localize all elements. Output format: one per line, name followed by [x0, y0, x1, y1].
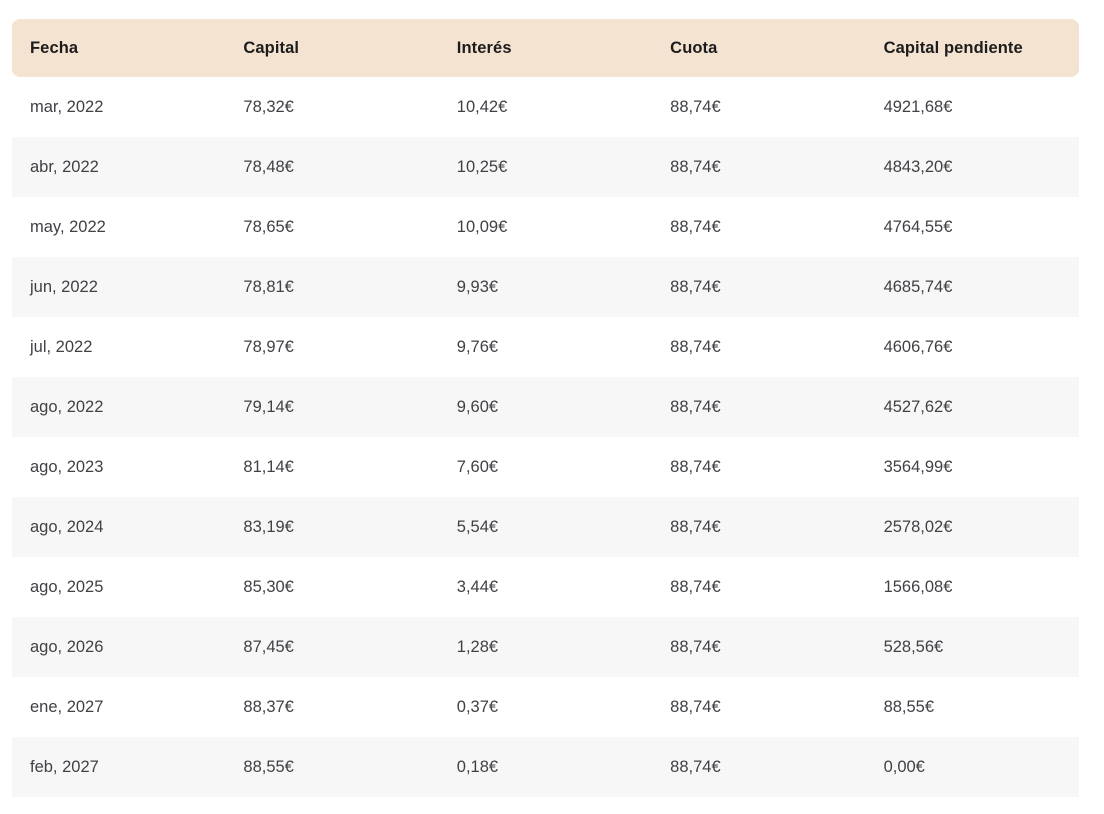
table-row: ago, 2025 85,30€ 3,44€ 88,74€ 1566,08€: [12, 557, 1079, 617]
table-row: ene, 2027 88,37€ 0,37€ 88,74€ 88,55€: [12, 677, 1079, 737]
cell-fecha: ago, 2026: [12, 617, 226, 677]
cell-capital-pendiente: 0,00€: [865, 737, 1079, 797]
cell-capital: 83,19€: [225, 497, 439, 557]
cell-cuota: 88,74€: [652, 497, 866, 557]
cell-capital: 87,45€: [225, 617, 439, 677]
cell-fecha: ago, 2024: [12, 497, 226, 557]
cell-interes: 10,42€: [438, 77, 653, 137]
cell-cuota: 88,74€: [652, 617, 866, 677]
column-header-fecha: Fecha: [12, 19, 226, 77]
cell-fecha: abr, 2022: [12, 137, 226, 197]
cell-fecha: ene, 2027: [12, 677, 226, 737]
cell-interes: 0,18€: [438, 737, 653, 797]
cell-capital: 78,32€: [225, 77, 439, 137]
table-row: may, 2022 78,65€ 10,09€ 88,74€ 4764,55€: [12, 197, 1079, 257]
cell-capital: 81,14€: [225, 437, 439, 497]
cell-capital-pendiente: 4764,55€: [865, 197, 1079, 257]
cell-capital-pendiente: 1566,08€: [865, 557, 1079, 617]
amortization-table: Fecha Capital Interés Cuota Capital pend…: [12, 19, 1079, 797]
cell-fecha: feb, 2027: [12, 737, 226, 797]
cell-fecha: ago, 2023: [12, 437, 226, 497]
cell-interes: 1,28€: [438, 617, 653, 677]
cell-cuota: 88,74€: [652, 437, 866, 497]
cell-capital: 78,48€: [225, 137, 439, 197]
cell-capital-pendiente: 4843,20€: [865, 137, 1079, 197]
cell-capital: 79,14€: [225, 377, 439, 437]
table-row: ago, 2022 79,14€ 9,60€ 88,74€ 4527,62€: [12, 377, 1079, 437]
column-header-interes: Interés: [438, 19, 653, 77]
cell-cuota: 88,74€: [652, 677, 866, 737]
amortization-table-container: Fecha Capital Interés Cuota Capital pend…: [12, 19, 1079, 797]
cell-capital: 78,81€: [225, 257, 439, 317]
column-header-capital: Capital: [225, 19, 439, 77]
cell-interes: 7,60€: [438, 437, 653, 497]
cell-capital-pendiente: 88,55€: [865, 677, 1079, 737]
table-row: feb, 2027 88,55€ 0,18€ 88,74€ 0,00€: [12, 737, 1079, 797]
cell-interes: 9,60€: [438, 377, 653, 437]
cell-fecha: jun, 2022: [12, 257, 226, 317]
table-row: jul, 2022 78,97€ 9,76€ 88,74€ 4606,76€: [12, 317, 1079, 377]
cell-interes: 10,09€: [438, 197, 653, 257]
cell-capital-pendiente: 2578,02€: [865, 497, 1079, 557]
cell-capital-pendiente: 4527,62€: [865, 377, 1079, 437]
table-row: ago, 2023 81,14€ 7,60€ 88,74€ 3564,99€: [12, 437, 1079, 497]
cell-cuota: 88,74€: [652, 317, 866, 377]
cell-capital-pendiente: 3564,99€: [865, 437, 1079, 497]
cell-cuota: 88,74€: [652, 377, 866, 437]
cell-cuota: 88,74€: [652, 257, 866, 317]
cell-interes: 3,44€: [438, 557, 653, 617]
cell-fecha: mar, 2022: [12, 77, 226, 137]
cell-capital-pendiente: 528,56€: [865, 617, 1079, 677]
cell-interes: 10,25€: [438, 137, 653, 197]
cell-interes: 0,37€: [438, 677, 653, 737]
cell-capital: 78,97€: [225, 317, 439, 377]
table-row: jun, 2022 78,81€ 9,93€ 88,74€ 4685,74€: [12, 257, 1079, 317]
table-row: mar, 2022 78,32€ 10,42€ 88,74€ 4921,68€: [12, 77, 1079, 137]
table-row: ago, 2026 87,45€ 1,28€ 88,74€ 528,56€: [12, 617, 1079, 677]
cell-cuota: 88,74€: [652, 137, 866, 197]
cell-cuota: 88,74€: [652, 77, 866, 137]
table-row: abr, 2022 78,48€ 10,25€ 88,74€ 4843,20€: [12, 137, 1079, 197]
cell-fecha: ago, 2025: [12, 557, 226, 617]
cell-fecha: may, 2022: [12, 197, 226, 257]
cell-cuota: 88,74€: [652, 557, 866, 617]
table-header-row: Fecha Capital Interés Cuota Capital pend…: [12, 19, 1079, 77]
cell-capital-pendiente: 4606,76€: [865, 317, 1079, 377]
column-header-cuota: Cuota: [652, 19, 866, 77]
column-header-capital-pendiente: Capital pendiente: [865, 19, 1079, 77]
cell-cuota: 88,74€: [652, 197, 866, 257]
cell-interes: 9,76€: [438, 317, 653, 377]
cell-capital: 88,37€: [225, 677, 439, 737]
cell-capital-pendiente: 4685,74€: [865, 257, 1079, 317]
table-row: ago, 2024 83,19€ 5,54€ 88,74€ 2578,02€: [12, 497, 1079, 557]
cell-cuota: 88,74€: [652, 737, 866, 797]
cell-capital: 88,55€: [225, 737, 439, 797]
cell-capital: 85,30€: [225, 557, 439, 617]
cell-capital-pendiente: 4921,68€: [865, 77, 1079, 137]
cell-fecha: ago, 2022: [12, 377, 226, 437]
cell-capital: 78,65€: [225, 197, 439, 257]
cell-interes: 9,93€: [438, 257, 653, 317]
cell-interes: 5,54€: [438, 497, 653, 557]
cell-fecha: jul, 2022: [12, 317, 226, 377]
